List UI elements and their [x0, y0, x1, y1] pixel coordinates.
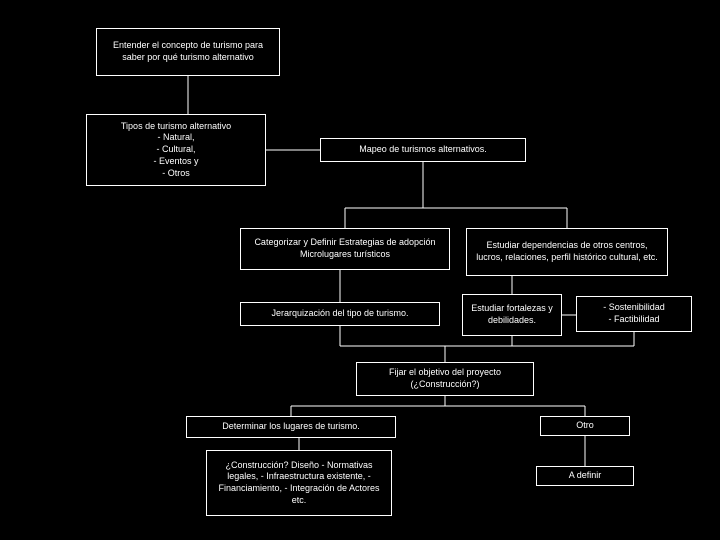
flowchart-node-n6: Jerarquización del tipo de turismo. [240, 302, 440, 326]
flowchart-node-n8: - Sostenibilidad - Factibilidad [576, 296, 692, 332]
flowchart-node-n13: A definir [536, 466, 634, 486]
flowchart-node-n12: ¿Construcción? Diseño - Normativas legal… [206, 450, 392, 516]
flowchart-node-n9: Fijar el objetivo del proyecto (¿Constru… [356, 362, 534, 396]
flowchart-node-n4: Categorizar y Definir Estrategias de ado… [240, 228, 450, 270]
flowchart-node-n7: Estudiar fortalezas y debilidades. [462, 294, 562, 336]
flowchart-node-n2: Tipos de turismo alternativo - Natural, … [86, 114, 266, 186]
flowchart-node-n3: Mapeo de turismos alternativos. [320, 138, 526, 162]
flowchart-node-n10: Determinar los lugares de turismo. [186, 416, 396, 438]
flowchart-node-n5: Estudiar dependencias de otros centros, … [466, 228, 668, 276]
flowchart-node-n1: Entender el concepto de turismo para sab… [96, 28, 280, 76]
flowchart-node-n11: Otro [540, 416, 630, 436]
